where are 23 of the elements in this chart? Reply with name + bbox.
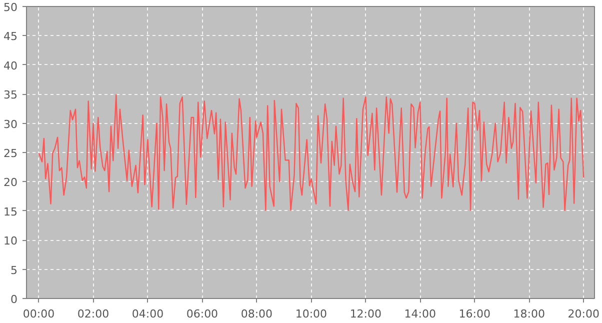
y-tick-label: 45 — [4, 30, 18, 44]
y-tick-label: 5 — [10, 264, 18, 277]
x-tick-label: 12:00 — [350, 308, 382, 320]
y-tick-label: 25 — [4, 147, 18, 160]
x-tick-label: 16:00 — [458, 308, 490, 320]
x-tick-label: 02:00 — [77, 308, 110, 320]
x-tick-label: 18:00 — [513, 308, 545, 320]
y-tick-label: 30 — [4, 118, 18, 131]
x-tick-label: 20:00 — [568, 308, 600, 320]
y-tick-label: 50 — [4, 1, 18, 14]
y-tick-label: 20 — [4, 176, 18, 190]
y-tick-label: 0 — [10, 293, 18, 306]
y-tick-label: 10 — [4, 234, 18, 248]
x-tick-label: 10:00 — [295, 308, 328, 320]
y-tick-label: 35 — [4, 88, 18, 102]
y-tick-label: 40 — [4, 59, 18, 72]
x-tick-label: 04:00 — [132, 308, 164, 320]
x-tick-label: 06:00 — [186, 308, 218, 320]
y-tick-label: 15 — [4, 205, 18, 218]
x-tick-label: 00:00 — [22, 308, 55, 320]
x-tick-label: 14:00 — [404, 308, 436, 320]
line-series — [38, 94, 584, 211]
x-tick-label: 08:00 — [240, 308, 273, 320]
